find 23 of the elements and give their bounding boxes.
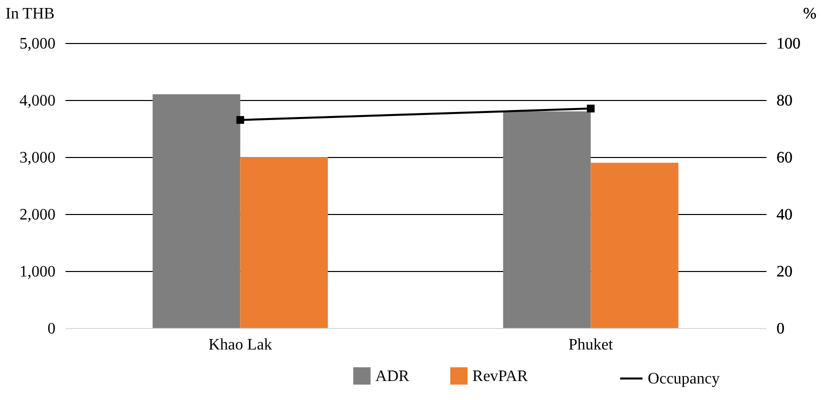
bar (152, 94, 240, 328)
y-tick-label: 4,000 (20, 92, 56, 110)
y-axis-title: In THB (6, 6, 55, 22)
legend-label: RevPAR (472, 368, 528, 385)
x-tick-label: Phuket (568, 336, 614, 354)
y-tick-label: 3,000 (20, 150, 56, 166)
legend-label: Occupancy (648, 370, 720, 388)
y-tick-label: 2,000 (20, 206, 56, 224)
x-tick-label: Khao Lak (208, 336, 272, 354)
y2-tick-label: 60 (776, 150, 792, 166)
y2-axis-title: % (803, 6, 816, 22)
legend-label: ADR (375, 368, 410, 385)
y2-tick-label: 20 (776, 264, 792, 280)
y-tick-label: 0 (48, 320, 56, 338)
y2-tick-label: 100 (776, 36, 800, 52)
bar (590, 162, 678, 328)
y2-tick-label: 80 (776, 92, 792, 110)
y2-tick-label: 40 (776, 206, 792, 224)
bar (240, 157, 328, 328)
y-tick-label: 5,000 (20, 36, 56, 52)
y2-tick-label: 0 (776, 320, 784, 338)
bar (503, 111, 591, 328)
y-tick-label: 1,000 (20, 264, 56, 280)
